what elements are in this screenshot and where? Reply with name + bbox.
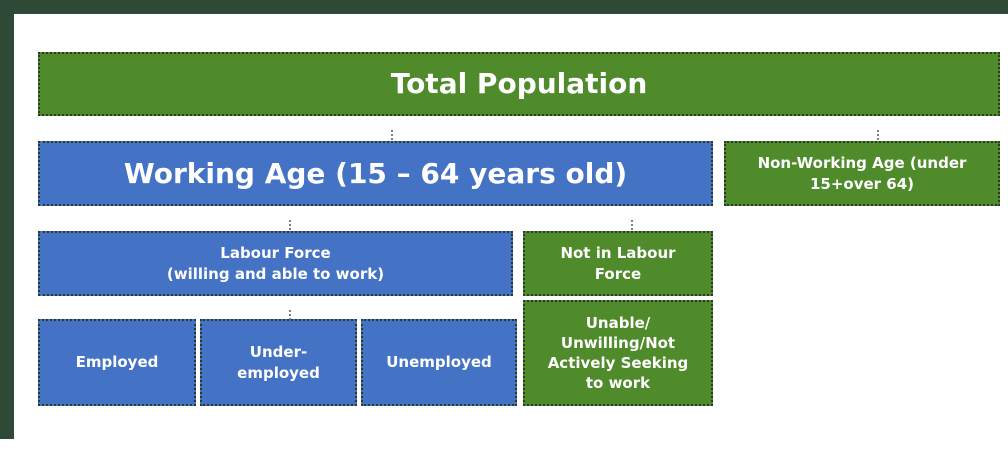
node: Total Population bbox=[38, 52, 1000, 116]
node: Non-Working Age (under 15+over 64) bbox=[724, 141, 1000, 206]
node: Unable/ Unwilling/Not Actively Seeking t… bbox=[523, 300, 713, 406]
node: Working Age (15 – 64 years old) bbox=[38, 141, 713, 206]
node: Labour Force (willing and able to work) bbox=[38, 231, 513, 296]
node: Not in Labour Force bbox=[523, 231, 713, 296]
node: Employed bbox=[38, 319, 196, 406]
node: Unemployed bbox=[361, 319, 517, 406]
node: Under- employed bbox=[200, 319, 357, 406]
